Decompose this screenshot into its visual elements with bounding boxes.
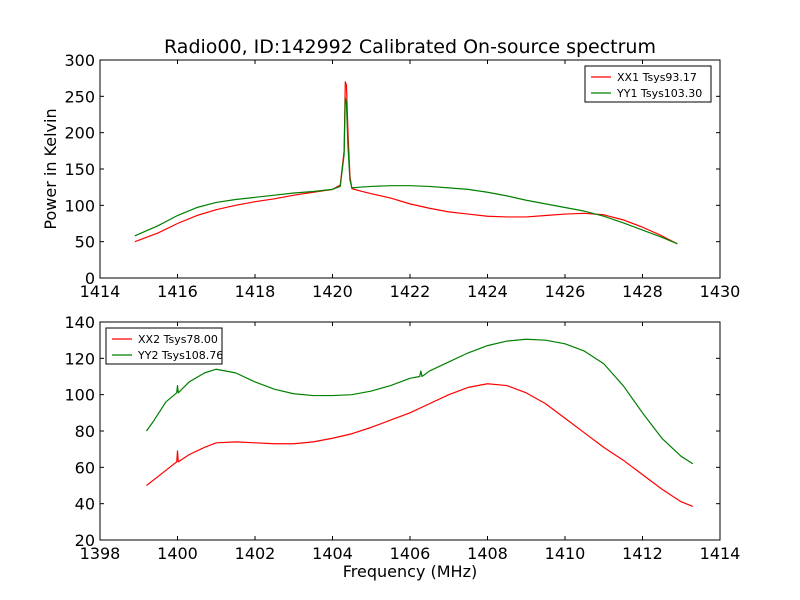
y-tick-label: 150 xyxy=(64,160,95,179)
legend-label: YY1 Tsys103.30 xyxy=(616,87,702,100)
y-tick-label: 200 xyxy=(64,124,95,143)
x-tick-label: 1398 xyxy=(80,544,121,563)
bottom-plot-area: 1398 1400 1402 1404 1406 1408 1410 1412 1414 20 40… xyxy=(64,313,740,563)
x-tick-label: 1400 xyxy=(157,544,198,563)
x-tick-label: 1428 xyxy=(622,282,663,301)
x-tick-label: 1430 xyxy=(700,282,741,301)
chart-title: Radio00, ID:142992 Calibrated On-source … xyxy=(164,36,656,58)
x-tick-label: 1402 xyxy=(235,544,276,563)
series-line-2 xyxy=(134,97,678,245)
x-tick-label: 1416 xyxy=(157,282,198,301)
legend-box xyxy=(584,65,712,103)
x-tick-label: 1404 xyxy=(312,544,353,563)
x-tick-label: 1414 xyxy=(80,282,121,301)
x-tick-label: 1412 xyxy=(622,544,663,563)
y-tick-label: 0 xyxy=(85,269,95,288)
y-tick-label: 40 xyxy=(75,495,95,514)
y-tick-label: 250 xyxy=(64,87,95,106)
bottom-x-axis-label: Frequency (MHz) xyxy=(343,562,477,581)
y-tick-label: 300 xyxy=(64,51,95,70)
top-y-axis-label: Power in Kelvin xyxy=(41,108,60,229)
x-tick-label: 1422 xyxy=(390,282,431,301)
y-tick-label: 100 xyxy=(64,196,95,215)
y-tick-label: 20 xyxy=(75,531,95,550)
x-tick-label: 1408 xyxy=(467,544,508,563)
y-tick-label: 80 xyxy=(75,422,95,441)
x-tick-label: 1410 xyxy=(545,544,586,563)
y-tick-label: 140 xyxy=(64,313,95,332)
y-tick-label: 120 xyxy=(64,349,95,368)
series-line-2 xyxy=(146,338,694,465)
legend-label: XX1 Tsys93.17 xyxy=(617,71,697,84)
x-tick-label: 1414 xyxy=(700,544,741,563)
legend-box xyxy=(105,327,223,365)
legend-label: XX2 Tsys78.00 xyxy=(138,333,218,346)
x-tick-label: 1406 xyxy=(390,544,431,563)
y-tick-label: 60 xyxy=(75,458,95,477)
x-tick-label: 1420 xyxy=(312,282,353,301)
series-line-1 xyxy=(134,81,678,245)
x-tick-label: 1424 xyxy=(467,282,508,301)
legend-label: YY2 Tsys108.76 xyxy=(137,349,223,362)
y-tick-label: 100 xyxy=(64,386,95,405)
x-tick-label: 1418 xyxy=(235,282,276,301)
series-line-1 xyxy=(146,383,694,507)
top-plot-area: 1414 1416 1418 1420 1422 1424 1426 1428 1430 0 50 1… xyxy=(64,51,740,301)
y-tick-label: 50 xyxy=(75,233,95,252)
x-tick-label: 1426 xyxy=(545,282,586,301)
